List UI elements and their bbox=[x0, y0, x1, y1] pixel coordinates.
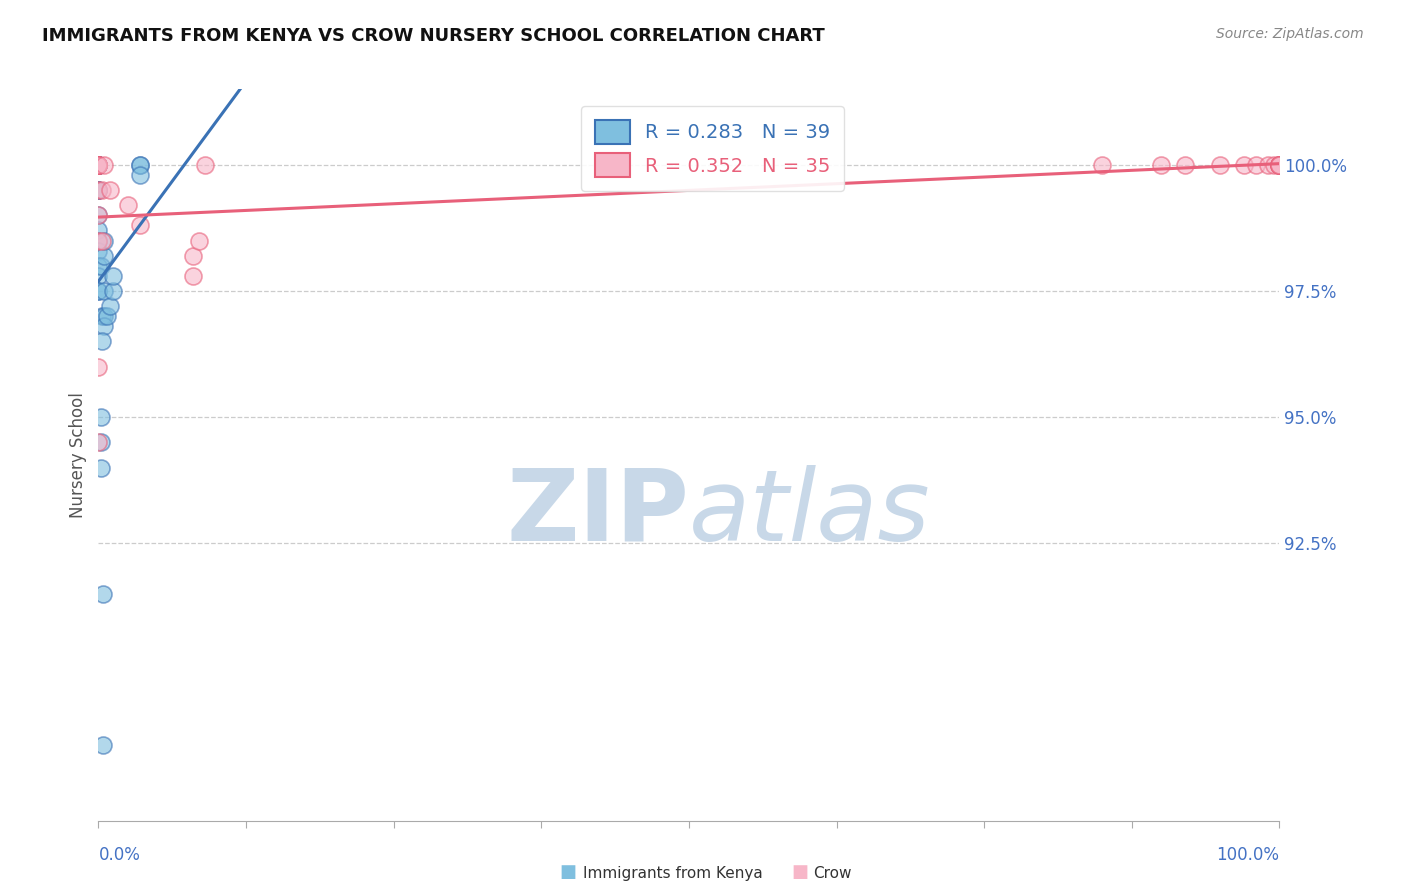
Point bbox=[128, 168, 150, 182]
Point bbox=[187, 234, 209, 248]
Point bbox=[96, 309, 118, 323]
Point bbox=[93, 249, 115, 263]
Point bbox=[1268, 158, 1291, 172]
Point bbox=[87, 234, 110, 248]
Point bbox=[101, 284, 124, 298]
Text: ■: ■ bbox=[560, 863, 576, 881]
Point bbox=[91, 587, 114, 601]
Point bbox=[87, 158, 110, 172]
Point bbox=[90, 259, 112, 273]
Text: ■: ■ bbox=[792, 863, 808, 881]
Point bbox=[1091, 158, 1114, 172]
Point bbox=[93, 158, 115, 172]
Text: 0.0%: 0.0% bbox=[98, 846, 141, 863]
Point bbox=[87, 234, 110, 248]
Point bbox=[90, 435, 112, 450]
Point bbox=[91, 234, 114, 248]
Point bbox=[101, 268, 124, 283]
Point bbox=[1263, 158, 1285, 172]
Point bbox=[87, 158, 110, 172]
Point bbox=[87, 158, 110, 172]
Point bbox=[87, 158, 110, 172]
Point bbox=[128, 158, 150, 172]
Point bbox=[87, 284, 110, 298]
Point bbox=[87, 183, 110, 197]
Point bbox=[1268, 158, 1291, 172]
Point bbox=[90, 460, 112, 475]
Legend: R = 0.283   N = 39, R = 0.352   N = 35: R = 0.283 N = 39, R = 0.352 N = 35 bbox=[581, 106, 844, 191]
Point bbox=[87, 284, 110, 298]
Point bbox=[87, 158, 110, 172]
Point bbox=[91, 334, 114, 349]
Point bbox=[194, 158, 217, 172]
Text: Source: ZipAtlas.com: Source: ZipAtlas.com bbox=[1216, 27, 1364, 41]
Point bbox=[128, 158, 150, 172]
Text: IMMIGRANTS FROM KENYA VS CROW NURSERY SCHOOL CORRELATION CHART: IMMIGRANTS FROM KENYA VS CROW NURSERY SC… bbox=[42, 27, 825, 45]
Point bbox=[87, 183, 110, 197]
Text: atlas: atlas bbox=[689, 465, 931, 562]
Point bbox=[87, 158, 110, 172]
Point bbox=[91, 183, 114, 197]
Point bbox=[1244, 158, 1267, 172]
Y-axis label: Nursery School: Nursery School bbox=[69, 392, 87, 518]
Point bbox=[87, 435, 110, 450]
Point bbox=[117, 198, 139, 212]
Point bbox=[1174, 158, 1197, 172]
Point bbox=[87, 183, 110, 197]
Point bbox=[87, 158, 110, 172]
Point bbox=[87, 268, 110, 283]
Text: 100.0%: 100.0% bbox=[1216, 846, 1279, 863]
Point bbox=[87, 158, 110, 172]
Text: Immigrants from Kenya: Immigrants from Kenya bbox=[583, 866, 763, 881]
Point bbox=[1268, 158, 1291, 172]
Point bbox=[91, 309, 114, 323]
Point bbox=[87, 158, 110, 172]
Point bbox=[91, 738, 114, 752]
Point bbox=[98, 183, 121, 197]
Point bbox=[87, 359, 110, 374]
Point bbox=[87, 158, 110, 172]
Point bbox=[87, 183, 110, 197]
Text: ZIP: ZIP bbox=[506, 465, 689, 562]
Point bbox=[1268, 158, 1291, 172]
Point bbox=[181, 268, 204, 283]
Point bbox=[1257, 158, 1279, 172]
Point bbox=[1233, 158, 1256, 172]
Point bbox=[1268, 158, 1291, 172]
Point bbox=[87, 208, 110, 222]
Point bbox=[87, 223, 110, 237]
Point bbox=[87, 158, 110, 172]
Point bbox=[98, 299, 121, 313]
Point bbox=[181, 249, 204, 263]
Point bbox=[93, 309, 115, 323]
Point bbox=[1150, 158, 1173, 172]
Point bbox=[87, 259, 110, 273]
Point bbox=[87, 158, 110, 172]
Point bbox=[1209, 158, 1232, 172]
Point bbox=[90, 410, 112, 425]
Point bbox=[87, 244, 110, 258]
Point bbox=[87, 158, 110, 172]
Point bbox=[93, 284, 115, 298]
Point bbox=[87, 158, 110, 172]
Point bbox=[93, 319, 115, 334]
Point bbox=[93, 234, 115, 248]
Text: Crow: Crow bbox=[813, 866, 851, 881]
Point bbox=[87, 158, 110, 172]
Point bbox=[87, 208, 110, 222]
Point bbox=[128, 219, 150, 233]
